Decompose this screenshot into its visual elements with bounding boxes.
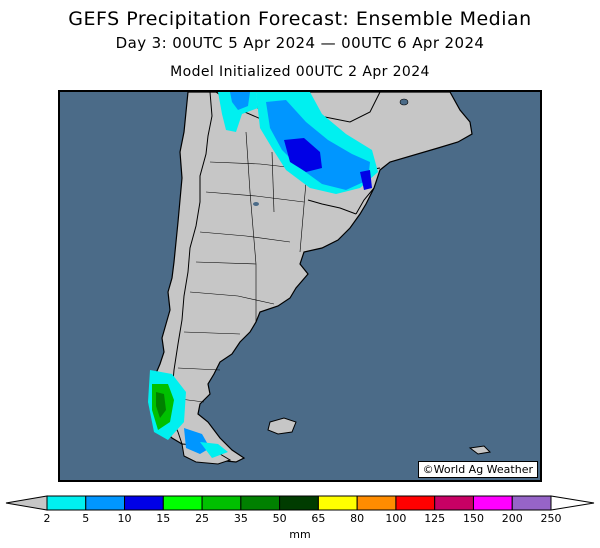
colorbar-bin-65-80 — [317, 495, 358, 511]
border-uruguay-brazil — [355, 187, 375, 215]
colorbar-tick-label: 250 — [540, 512, 562, 525]
colorbar-bin-150-200 — [472, 495, 513, 511]
colorbar-tick-label: 15 — [156, 512, 171, 525]
colorbar-under-arrow — [5, 495, 48, 511]
colorbar-tick-label: 35 — [233, 512, 248, 525]
colorbar-bin-10-15 — [124, 495, 164, 511]
colorbar-tick-label: 80 — [350, 512, 365, 525]
colorbar-tick-label: 10 — [117, 512, 132, 525]
colorbar-bar — [5, 495, 595, 511]
colorbar-tick-label: 200 — [501, 512, 523, 525]
colorbar-bin-50-65 — [279, 495, 319, 511]
colorbar-bin-200-250 — [511, 495, 552, 511]
colorbar-tick-label: 5 — [82, 512, 90, 525]
colorbar-tick-label: 100 — [385, 512, 407, 525]
land-south-america — [149, 92, 473, 463]
colorbar-tick-label: 65 — [311, 512, 326, 525]
precipitation-shading — [148, 92, 378, 458]
precipitation-map: ©World Ag Weather — [58, 90, 542, 482]
colorbar-tick-label: 25 — [195, 512, 210, 525]
units-label: mm — [289, 528, 311, 541]
colorbar-over-arrow — [550, 495, 595, 511]
colorbar-tick-label: 50 — [272, 512, 287, 525]
colorbar-bin-35-50 — [240, 495, 281, 511]
colorbar-bin-5-10 — [85, 495, 126, 511]
colorbar-bin-25-35 — [201, 495, 242, 511]
colorbar-tick-label: 2 — [43, 512, 51, 525]
colorbar-bin-100-125 — [395, 495, 436, 511]
forecast-period: Day 3: 00UTC 5 Apr 2024 — 00UTC 6 Apr 20… — [115, 34, 485, 52]
border-argentina-uruguay — [307, 199, 357, 215]
lake — [399, 98, 409, 106]
lake — [253, 202, 259, 206]
colorbar-bin-125-150 — [434, 495, 474, 511]
map-title: GEFS Precipitation Forecast: Ensemble Me… — [68, 8, 532, 30]
colorbar-bin-15-25 — [162, 495, 203, 511]
land-south-georgia — [468, 445, 492, 455]
color-legend: 2 5 10 15 25 35 50 65 80 100 125 150 200 250 mm — [0, 494, 600, 544]
credit-label: ©World Ag Weather — [417, 461, 538, 478]
colorbar-tick-label: 125 — [424, 512, 446, 525]
colorbar-bin-2-5 — [46, 495, 87, 511]
colorbar-bin-80-100 — [356, 495, 397, 511]
colorbar-tick-label: 150 — [462, 512, 484, 525]
map-canvas — [60, 92, 540, 480]
model-init-time: Model Initialized 00UTC 2 Apr 2024 — [170, 64, 430, 80]
land-falkland-islands — [267, 417, 297, 435]
